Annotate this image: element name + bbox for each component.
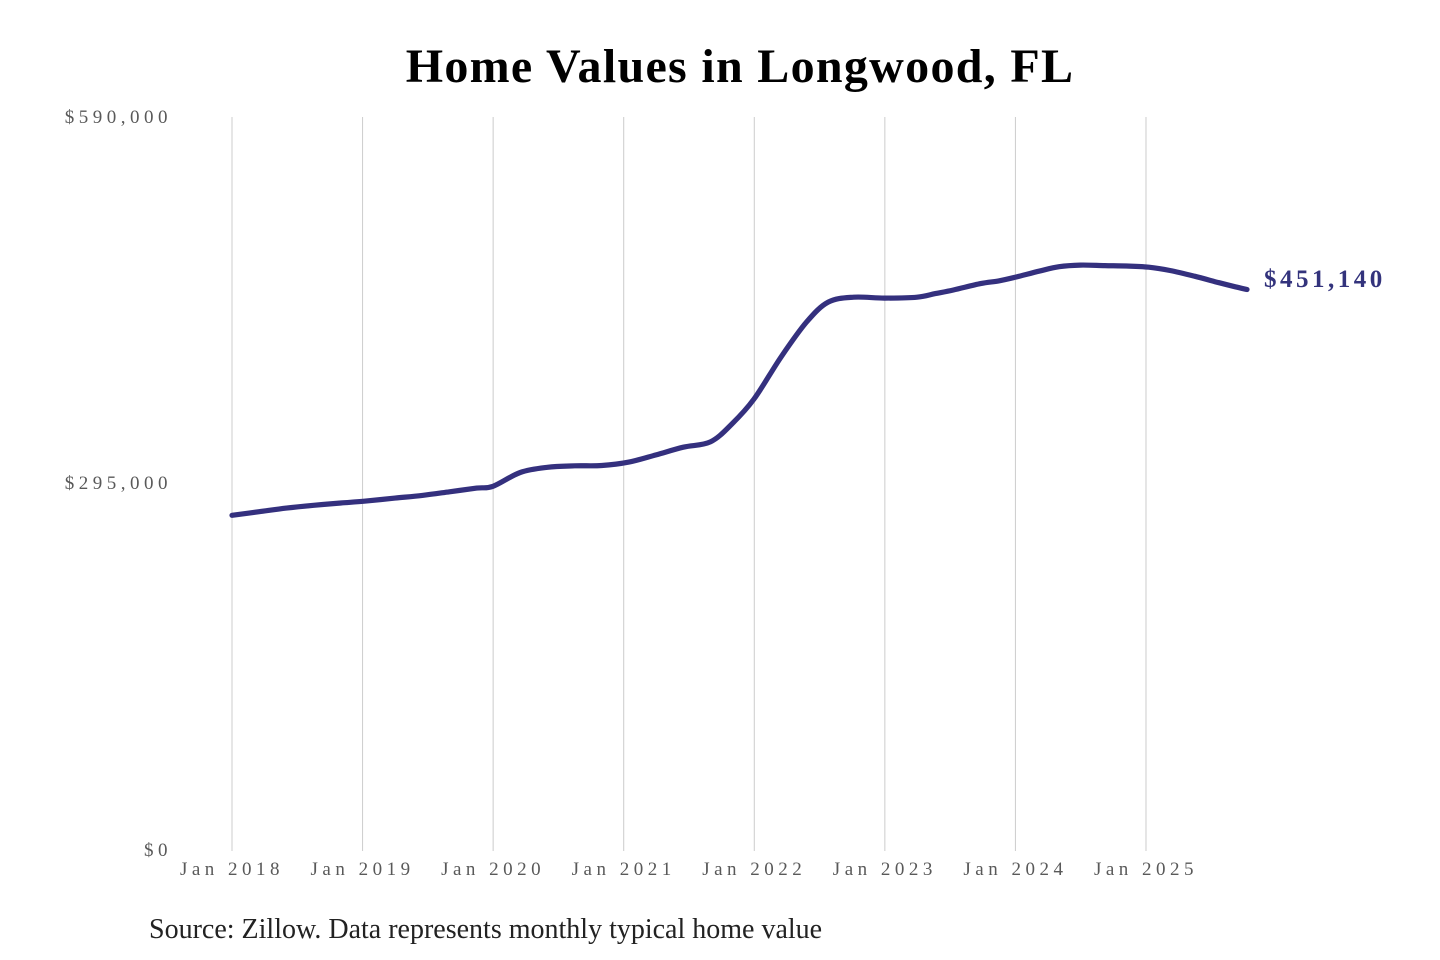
svg-text:$0: $0 [144,840,172,861]
svg-text:Jan 2024: Jan 2024 [963,859,1067,880]
svg-text:$590,000: $590,000 [65,107,172,128]
svg-text:$451,140: $451,140 [1264,266,1386,293]
svg-text:$295,000: $295,000 [65,473,172,494]
svg-text:Jan 2021: Jan 2021 [572,859,676,880]
svg-text:Jan 2023: Jan 2023 [833,859,937,880]
svg-text:Jan 2019: Jan 2019 [311,859,415,880]
svg-text:Jan 2022: Jan 2022 [702,859,806,880]
svg-text:Jan 2020: Jan 2020 [441,859,545,880]
svg-text:Jan 2025: Jan 2025 [1094,859,1198,880]
svg-text:Jan 2018: Jan 2018 [180,859,284,880]
